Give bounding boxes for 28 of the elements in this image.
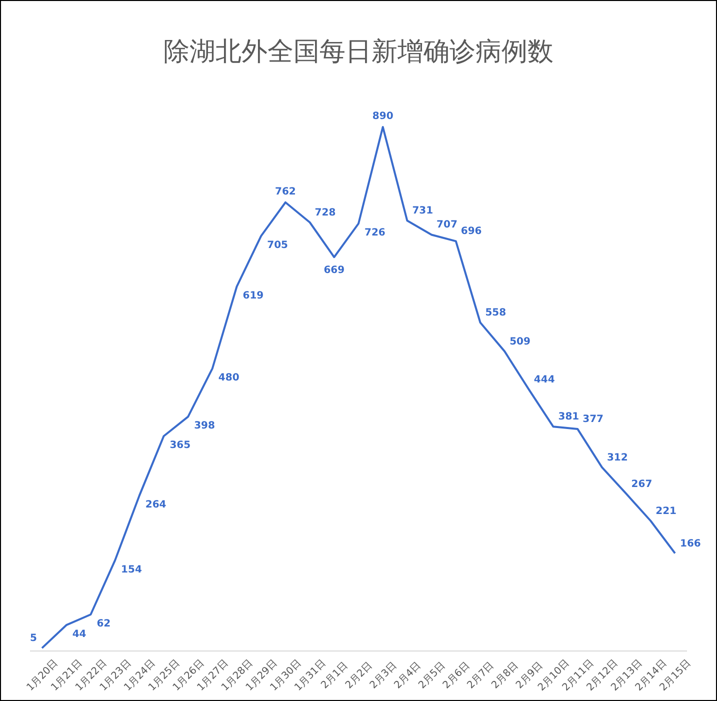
- data-label: 669: [324, 265, 345, 276]
- data-label: 365: [170, 440, 191, 452]
- data-label: 558: [485, 307, 506, 318]
- data-label: 707: [436, 220, 458, 231]
- data-label: 264: [145, 500, 166, 511]
- data-label: 444: [534, 374, 555, 386]
- data-label: 731: [412, 206, 434, 217]
- data-label: 62: [96, 618, 111, 630]
- data-label: 705: [267, 240, 288, 251]
- data-label: 480: [218, 372, 240, 384]
- data-label: 154: [121, 564, 142, 576]
- data-label: 696: [460, 226, 482, 238]
- chart-title: 除湖北外全国每日新增确诊病例数: [164, 37, 554, 67]
- data-label: 726: [364, 228, 386, 239]
- data-label: 267: [631, 478, 652, 490]
- data-label: 728: [314, 207, 336, 218]
- data-label: 377: [582, 414, 604, 426]
- data-label: 312: [606, 452, 628, 464]
- data-label: 221: [656, 506, 677, 517]
- data-label: 44: [72, 629, 86, 640]
- data-label: 762: [275, 186, 296, 198]
- data-label: 398: [194, 420, 215, 432]
- data-label: 890: [372, 111, 394, 122]
- data-label: 509: [510, 336, 530, 348]
- data-label: 619: [242, 290, 264, 302]
- data-label: 166: [680, 538, 701, 550]
- data-label: 5: [30, 633, 38, 644]
- data-label: 381: [558, 412, 580, 423]
